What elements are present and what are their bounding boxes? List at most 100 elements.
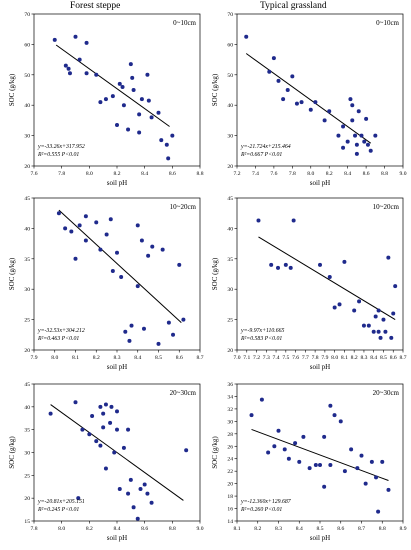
x-tick-label: 8.4 bbox=[344, 171, 351, 177]
y-tick-label: 26 bbox=[227, 444, 233, 450]
x-tick-label: 8.4 bbox=[141, 171, 148, 177]
data-point bbox=[52, 37, 57, 42]
x-tick-label: 8.7 bbox=[400, 355, 407, 361]
data-point bbox=[83, 214, 88, 219]
y-tick-label: 30 bbox=[227, 287, 233, 293]
data-point bbox=[119, 275, 124, 280]
regression-line bbox=[258, 236, 396, 321]
data-point bbox=[160, 247, 165, 252]
data-point bbox=[327, 275, 332, 280]
x-tick-label: 7.6 bbox=[31, 171, 38, 177]
x-tick-label: 8.2 bbox=[326, 171, 333, 177]
data-point bbox=[380, 459, 385, 464]
data-point bbox=[345, 139, 350, 144]
x-tick-label: 7.4 bbox=[273, 355, 280, 361]
y-tick-label: 60 bbox=[24, 42, 30, 48]
data-point bbox=[145, 72, 150, 77]
data-point bbox=[110, 94, 115, 99]
x-tick-label: 8.4 bbox=[134, 355, 141, 361]
regression-line bbox=[251, 428, 389, 481]
x-tick-label: 8.3 bbox=[360, 355, 367, 361]
data-point bbox=[290, 74, 295, 79]
r-squared-label: R²=0.245 P<0.01 bbox=[37, 506, 79, 513]
data-point bbox=[164, 142, 169, 147]
data-point bbox=[365, 142, 370, 147]
y-tick-label: 15 bbox=[24, 519, 30, 525]
x-axis-label: soil pH bbox=[310, 534, 330, 542]
data-point bbox=[342, 259, 347, 264]
data-point bbox=[259, 397, 264, 402]
data-point bbox=[348, 97, 353, 102]
x-tick-label: 8.5 bbox=[317, 526, 324, 532]
y-tick-label: 70 bbox=[227, 12, 233, 18]
data-point bbox=[244, 34, 249, 39]
data-point bbox=[146, 98, 151, 103]
x-tick-label: 8.6 bbox=[390, 355, 397, 361]
data-point bbox=[48, 411, 53, 416]
data-point bbox=[336, 133, 341, 138]
y-tick-label: 60 bbox=[227, 42, 233, 48]
x-tick-label: 8.0 bbox=[58, 526, 65, 532]
data-point bbox=[108, 217, 113, 222]
x-axis-label: soil pH bbox=[107, 363, 127, 371]
x-tick-label: 8.8 bbox=[379, 526, 386, 532]
data-point bbox=[115, 250, 119, 255]
data-point bbox=[98, 100, 103, 105]
data-point bbox=[249, 413, 254, 418]
data-point bbox=[128, 62, 133, 67]
x-axis-label: soil pH bbox=[107, 179, 127, 187]
y-tick-label: 40 bbox=[24, 103, 30, 109]
x-tick-label: 8.8 bbox=[197, 171, 204, 177]
x-tick-label: 7.6 bbox=[270, 171, 277, 177]
r-squared-label: R²=0.463 P<0.01 bbox=[37, 335, 79, 342]
data-point bbox=[84, 71, 89, 76]
data-point bbox=[115, 427, 119, 432]
plot-frame bbox=[236, 197, 404, 351]
y-tick-label: 30 bbox=[227, 419, 233, 425]
data-point bbox=[101, 411, 106, 416]
data-point bbox=[123, 329, 128, 334]
y-tick-label: 35 bbox=[24, 257, 30, 263]
data-point bbox=[156, 341, 161, 346]
data-point bbox=[364, 116, 369, 121]
data-point bbox=[126, 427, 131, 432]
data-point bbox=[393, 284, 398, 289]
data-point bbox=[103, 402, 108, 407]
data-point bbox=[386, 255, 391, 260]
y-tick-label: 30 bbox=[24, 451, 30, 457]
data-point bbox=[110, 268, 115, 273]
depth-label: 10~20cm bbox=[170, 203, 197, 211]
x-tick-label: 8.6 bbox=[169, 171, 176, 177]
data-point bbox=[117, 81, 122, 86]
depth-label: 0~10cm bbox=[173, 19, 196, 27]
y-tick-label: 30 bbox=[24, 287, 30, 293]
y-axis-label: SOC (g/kg) bbox=[8, 257, 16, 290]
data-point bbox=[171, 332, 176, 337]
data-point bbox=[337, 302, 342, 307]
column-title-forest-steppe: Forest steppe bbox=[70, 1, 121, 11]
data-point bbox=[301, 434, 306, 439]
data-point bbox=[322, 484, 327, 489]
data-point bbox=[150, 244, 155, 249]
data-point bbox=[391, 311, 396, 316]
x-tick-label: 7.4 bbox=[252, 171, 259, 177]
data-point bbox=[374, 475, 379, 480]
data-point bbox=[356, 109, 361, 114]
regression-line bbox=[245, 53, 372, 144]
r-squared-label: R²=0.555 P<0.01 bbox=[37, 152, 79, 158]
x-tick-label: 8.2 bbox=[114, 171, 121, 177]
data-point bbox=[359, 453, 364, 458]
column-title-typical-grassland: Typical grassland bbox=[260, 1, 327, 11]
data-point bbox=[354, 151, 359, 156]
data-point bbox=[94, 220, 99, 225]
y-tick-label: 45 bbox=[24, 196, 30, 202]
data-point bbox=[332, 413, 337, 418]
data-point bbox=[286, 456, 291, 461]
y-axis-label: SOC (g/kg) bbox=[211, 257, 219, 290]
regression-equation: y=-32.53x+304.212 bbox=[37, 327, 85, 334]
data-point bbox=[63, 226, 68, 231]
x-tick-label: 8.8 bbox=[169, 526, 176, 532]
plot-frame bbox=[236, 13, 404, 167]
x-tick-label: 8.7 bbox=[197, 355, 204, 361]
y-tick-label: 36 bbox=[227, 382, 233, 388]
